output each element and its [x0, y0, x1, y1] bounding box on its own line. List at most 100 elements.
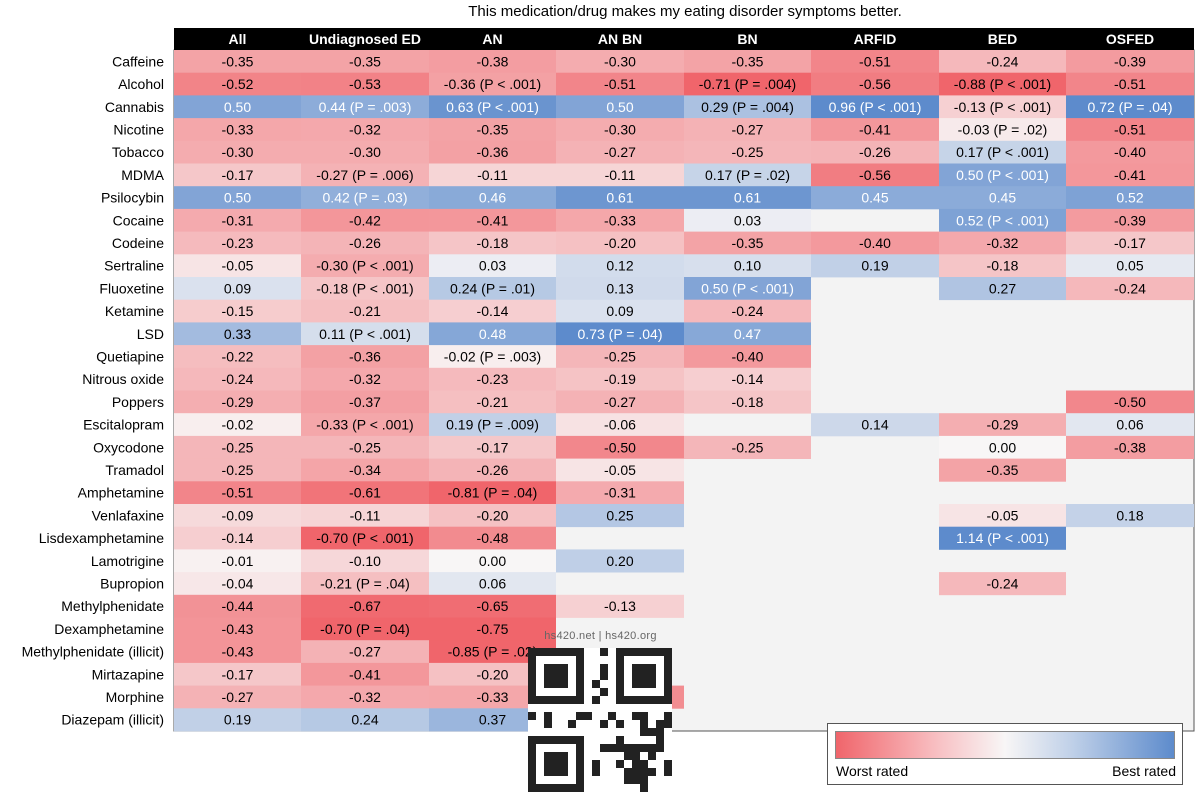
- cell-label-17-7: -0.38: [1114, 439, 1146, 455]
- heatmap-cell-28-1: [301, 685, 429, 709]
- heatmap-cell-0-6: [939, 50, 1066, 74]
- cell-label-26-2: -0.85 (P = .02): [448, 644, 538, 660]
- cell-label-7-0: -0.31: [222, 212, 254, 228]
- cell-label-6-3: 0.61: [606, 190, 633, 206]
- heatmap-cell-5-2: [429, 163, 556, 187]
- cell-label-12-2: 0.48: [479, 326, 506, 342]
- cell-label-21-6: 1.14 (P < .001): [956, 530, 1049, 546]
- legend-low-label: Worst rated: [836, 763, 909, 779]
- cell-label-3-3: -0.30: [604, 121, 636, 137]
- heatmap-cell-23-2: [429, 572, 556, 596]
- heatmap-cell-1-5: [811, 72, 939, 96]
- cell-label-2-0: 0.50: [224, 99, 251, 115]
- cell-label-2-6: -0.13 (P < .001): [954, 99, 1051, 115]
- cell-label-0-5: -0.51: [859, 53, 891, 69]
- cell-label-9-7: 0.05: [1116, 258, 1143, 274]
- heatmap-cell-2-6: [939, 95, 1066, 119]
- heatmap-cell-2-4: [684, 95, 811, 119]
- cell-label-17-4: -0.25: [732, 439, 764, 455]
- cell-label-10-0: 0.09: [224, 280, 251, 296]
- cell-label-28-2: -0.33: [477, 689, 509, 705]
- row-label-9: Sertraline: [104, 258, 164, 274]
- heatmap-cell-25-2: [429, 617, 556, 641]
- heatmap-cell-6-5: [811, 186, 939, 210]
- heatmap-cell-8-6: [939, 231, 1066, 255]
- heatmap-cell-16-6: [939, 413, 1066, 437]
- cell-label-4-4: -0.25: [732, 144, 764, 160]
- heatmap-cell-14-2: [429, 367, 556, 391]
- heatmap-cell-4-2: [429, 140, 556, 164]
- row-label-28: Morphine: [106, 689, 165, 705]
- cell-label-13-1: -0.36: [349, 348, 381, 364]
- cell-label-29-1: 0.24: [351, 712, 378, 728]
- heatmap-cell-17-7: [1066, 435, 1194, 459]
- heatmap-cell-16-3: [556, 413, 684, 437]
- heatmap-cell-15-7: [1066, 390, 1194, 414]
- cell-label-15-7: -0.50: [1114, 394, 1146, 410]
- heatmap-cell-2-5: [811, 95, 939, 119]
- cell-label-23-2: 0.06: [479, 575, 506, 591]
- heatmap-cell-6-4: [684, 186, 811, 210]
- cell-label-16-2: 0.19 (P = .009): [446, 417, 539, 433]
- cell-label-5-1: -0.27 (P = .006): [316, 167, 413, 183]
- heatmap-cell-6-0: [174, 186, 301, 210]
- heatmap-cell-24-0: [174, 594, 301, 618]
- cell-label-8-2: -0.18: [477, 235, 509, 251]
- column-header-bar: [174, 28, 1194, 50]
- heatmap-cell-5-0: [174, 163, 301, 187]
- heatmap-cell-13-0: [174, 345, 301, 369]
- column-header-1: Undiagnosed ED: [309, 31, 421, 47]
- heatmap-cell-17-6: [939, 435, 1066, 459]
- cell-label-1-2: -0.36 (P < .001): [444, 76, 541, 92]
- heatmap-cell-8-7: [1066, 231, 1194, 255]
- cell-label-16-7: 0.06: [1116, 417, 1143, 433]
- heatmap-cell-28-2: [429, 685, 556, 709]
- heatmap-cell-20-2: [429, 504, 556, 528]
- heatmap-cell-4-7: [1066, 140, 1194, 164]
- cell-label-5-3: -0.11: [605, 167, 636, 183]
- row-label-22: Lamotrigine: [91, 553, 164, 569]
- cell-label-26-1: -0.27: [349, 644, 381, 660]
- cell-label-22-3: 0.20: [606, 553, 633, 569]
- cell-label-20-3: 0.25: [606, 507, 633, 523]
- cell-label-13-0: -0.22: [222, 348, 254, 364]
- cell-label-17-2: -0.17: [477, 439, 509, 455]
- cell-label-8-6: -0.32: [987, 235, 1019, 251]
- heatmap-cell-2-2: [429, 95, 556, 119]
- cell-label-12-4: 0.47: [734, 326, 761, 342]
- heatmap-cell-17-2: [429, 435, 556, 459]
- heatmap-cell-7-2: [429, 208, 556, 232]
- heatmap-chart: All Undiagnosed ED AN AN BN BN ARFID BED OSFED C…: [22, 28, 1195, 732]
- row-label-7: Cocaine: [113, 212, 165, 228]
- cell-label-2-5: 0.96 (P < .001): [829, 99, 922, 115]
- heatmap-cell-6-6: [939, 186, 1066, 210]
- cell-label-16-3: -0.06: [604, 417, 636, 433]
- cell-label-15-2: -0.21: [477, 394, 509, 410]
- cell-label-28-0: -0.27: [222, 689, 254, 705]
- heatmap-cell-18-2: [429, 458, 556, 482]
- cell-label-5-0: -0.17: [222, 167, 254, 183]
- heatmap-cell-11-0: [174, 299, 301, 323]
- cell-label-13-3: -0.25: [604, 348, 636, 364]
- row-label-18: Tramadol: [105, 462, 164, 478]
- cell-label-1-4: -0.71 (P = .004): [699, 76, 796, 92]
- cell-label-12-3: 0.73 (P = .04): [578, 326, 663, 342]
- cell-label-23-6: -0.24: [987, 575, 1019, 591]
- heatmap-cell-9-2: [429, 254, 556, 278]
- row-label-11: Ketamine: [105, 303, 164, 319]
- cell-label-17-6: 0.00: [989, 439, 1016, 455]
- heatmap-cell-9-7: [1066, 254, 1194, 278]
- heatmap-cell-5-1: [301, 163, 429, 187]
- heatmap-cell-14-1: [301, 367, 429, 391]
- column-header-3: AN BN: [598, 31, 642, 47]
- heatmap-cell-10-7: [1066, 277, 1194, 301]
- cell-label-3-5: -0.41: [859, 121, 891, 137]
- cell-label-10-4: 0.50 (P < .001): [701, 280, 794, 296]
- heatmap-cell-20-6: [939, 504, 1066, 528]
- cell-label-24-1: -0.67: [349, 598, 381, 614]
- heatmap-cell-4-1: [301, 140, 429, 164]
- legend-high-label: Best rated: [1112, 763, 1176, 779]
- heatmap-cell-13-3: [556, 345, 684, 369]
- row-label-5: MDMA: [121, 167, 164, 183]
- column-header-6: BED: [988, 31, 1018, 47]
